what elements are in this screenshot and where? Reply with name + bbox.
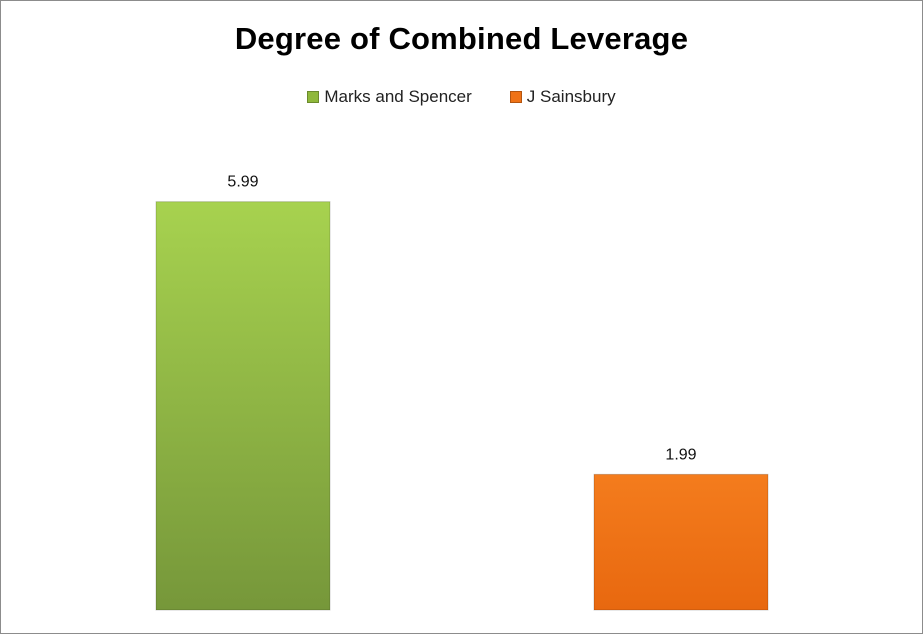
legend-item-marks-and-spencer: Marks and Spencer <box>307 87 472 107</box>
bar-marks-and-spencer <box>155 201 331 611</box>
legend-label-j-sainsbury: J Sainsbury <box>526 87 616 106</box>
legend-item-j-sainsbury: J Sainsbury <box>509 87 616 107</box>
legend: Marks and Spencer J Sainsbury <box>1 87 922 107</box>
legend-swatch-marks-and-spencer <box>307 91 320 103</box>
bar-j-sainsbury <box>593 473 769 611</box>
legend-swatch-j-sainsbury <box>509 91 522 103</box>
data-label-marks-and-spencer: 5.99 <box>227 174 258 191</box>
data-label-j-sainsbury: 1.99 <box>665 446 696 463</box>
chart-title: Degree of Combined Leverage <box>234 21 689 56</box>
legend-label-marks-and-spencer: Marks and Spencer <box>324 87 472 106</box>
